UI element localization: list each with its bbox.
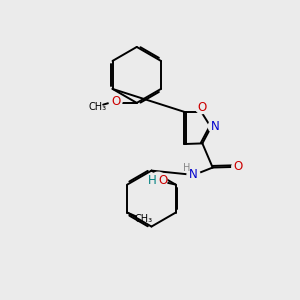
Circle shape (208, 120, 221, 133)
Text: O: O (158, 174, 168, 187)
Text: O: O (197, 100, 206, 114)
Text: O: O (111, 95, 120, 108)
Text: N: N (210, 120, 219, 133)
Text: CH₃: CH₃ (88, 102, 106, 112)
Text: O: O (234, 160, 243, 173)
Circle shape (195, 100, 208, 114)
Circle shape (109, 95, 122, 108)
Circle shape (232, 160, 245, 173)
Text: H: H (148, 174, 157, 187)
Circle shape (187, 168, 200, 182)
Text: H: H (183, 164, 191, 173)
Text: CH₃: CH₃ (135, 214, 153, 224)
Circle shape (149, 172, 167, 190)
Text: N: N (189, 168, 198, 182)
